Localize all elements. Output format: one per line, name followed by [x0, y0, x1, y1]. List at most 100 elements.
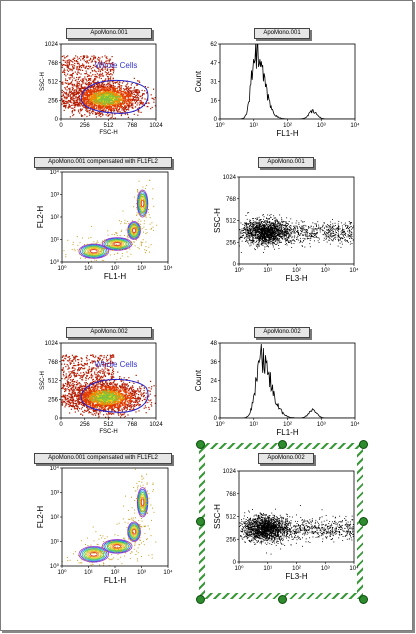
plot-title[interactable]: ApoMono.002	[258, 453, 314, 464]
x-axis-label: FSC-H	[99, 130, 117, 136]
y-tick-label: 1024	[223, 469, 237, 475]
histogram-line	[220, 343, 355, 418]
y-tick-label: 10⁴	[50, 169, 60, 176]
x-tick-label: 10²	[283, 422, 292, 428]
plot-data-area	[239, 212, 354, 253]
y-tick-label: 1024	[45, 341, 59, 347]
plot-histogram[interactable]: 10⁰ 10¹ 10² 10³ 10⁴ 0 12 24 36 48 FL1-H Count	[194, 341, 360, 437]
plot-data-area	[62, 468, 157, 566]
x-tick-label: 10⁴	[350, 122, 360, 129]
y-tick-label: 10¹	[50, 540, 59, 546]
x-tick-label: 10⁴	[349, 267, 359, 274]
plot-title[interactable]: ApoMono.002	[66, 327, 152, 338]
y-axis-label: Count	[194, 70, 203, 92]
y-tick-label: 10⁴	[50, 465, 60, 472]
plot-data-area	[61, 55, 156, 119]
x-tick-label: 10³	[321, 268, 330, 274]
plot-density[interactable]: Whole Cells 0 256 512 768 1024 0 256 512 768 1024 F…	[29, 42, 178, 136]
x-tick-label: 0	[59, 422, 63, 428]
y-tick-label: 24	[210, 379, 217, 385]
y-tick-label: 512	[226, 219, 237, 225]
resize-handle-s[interactable]	[278, 595, 287, 604]
y-tick-label: 768	[48, 61, 59, 67]
plot-title[interactable]: ApoMono.001	[258, 157, 314, 168]
plot-frame	[238, 470, 355, 563]
y-tick-label: 0	[233, 262, 237, 268]
x-tick-label: 10⁰	[215, 421, 225, 428]
y-tick-label: 256	[226, 537, 237, 543]
y-tick-label: 10⁰	[50, 563, 60, 570]
x-axis-label: FL1-H	[276, 129, 298, 138]
plot-contour[interactable]: 10⁰ 10¹ 10² 10³ 10⁴ 10⁰ 10¹ 10² 10³ 10⁴ FL1-H FL2-H	[36, 465, 173, 585]
plot-histogram[interactable]: 10⁰ 10¹ 10² 10³ 10⁴ 0 16 31 47 62 FL1-H Count	[194, 42, 360, 138]
resize-handle-n[interactable]	[278, 440, 287, 449]
x-tick-label: 10⁴	[163, 569, 173, 576]
y-tick-label: 512	[226, 515, 237, 521]
plot-title[interactable]: ApoMono.001	[66, 28, 152, 39]
plot-title[interactable]: ApoMono.001 compensated with FL1FL2	[34, 157, 172, 168]
x-tick-label: 1024	[149, 422, 163, 428]
histogram-line	[220, 44, 355, 119]
y-tick-label: 16	[210, 98, 217, 104]
x-tick-label: 10¹	[263, 566, 272, 572]
y-tick-label: 0	[233, 560, 237, 566]
x-tick-label: 10²	[292, 566, 301, 572]
x-tick-label: 10⁰	[215, 122, 225, 129]
x-tick-label: 10⁰	[57, 569, 67, 576]
y-tick-label: 256	[226, 240, 237, 246]
y-tick-label: 0	[214, 416, 218, 422]
plot-density[interactable]: Whole Cells 0 256 512 768 1024 0 256 512 768 1024 F…	[40, 341, 163, 435]
x-tick-label: 10³	[317, 123, 326, 129]
resize-handle-e[interactable]	[359, 517, 368, 526]
x-tick-label: 10³	[321, 566, 330, 572]
x-tick-label: 256	[80, 123, 91, 129]
y-tick-label: 768	[226, 492, 237, 498]
x-tick-label: 10¹	[84, 570, 93, 576]
plot-data-area	[239, 505, 354, 555]
plot-title[interactable]: ApoMono.002	[254, 327, 310, 338]
y-tick-label: 10³	[50, 193, 59, 199]
y-tick-label: 62	[210, 42, 217, 48]
y-tick-label: 10²	[50, 215, 59, 221]
x-tick-label: 0	[59, 123, 63, 129]
gate-label: Whole Cells	[95, 360, 138, 369]
x-tick-label: 512	[103, 422, 114, 428]
y-axis-label: FL2-H	[36, 206, 45, 228]
gate-polygon[interactable]	[80, 79, 149, 114]
y-axis-label: SSC-H	[40, 371, 46, 390]
y-tick-label: 31	[210, 80, 217, 86]
x-tick-label: 1024	[149, 123, 163, 129]
y-tick-label: 0	[55, 117, 59, 123]
plot-frame	[219, 43, 356, 120]
plot-data-area	[220, 343, 355, 418]
resize-handle-sw[interactable]	[196, 595, 205, 604]
resize-handle-w[interactable]	[196, 517, 205, 526]
x-tick-label: 10⁰	[57, 265, 67, 272]
y-axis-label: Count	[194, 369, 203, 391]
y-axis-label: FL2-H	[36, 506, 45, 528]
y-tick-label: 768	[226, 197, 237, 203]
selection-box[interactable]	[199, 443, 363, 599]
plot-contour[interactable]: 10⁰ 10¹ 10² 10³ 10⁴ 10⁰ 10¹ 10² 10³ 10⁴ FL1-H FL2-H	[36, 169, 173, 281]
y-tick-label: 47	[210, 61, 217, 67]
resize-handle-ne[interactable]	[359, 440, 368, 449]
plot-dot[interactable]: 10⁰ 10¹ 10² 10³ 10⁴ 0 256 512 768 1024 FL3-H SSC-H	[213, 469, 359, 581]
x-axis-label: FL3-H	[285, 274, 307, 283]
y-tick-label: 0	[55, 416, 59, 422]
plot-title[interactable]: ApoMono.001	[254, 28, 310, 39]
x-tick-label: 10¹	[263, 268, 272, 274]
y-tick-label: 10³	[50, 491, 59, 497]
resize-handle-se[interactable]	[359, 595, 368, 604]
y-tick-label: 512	[48, 379, 59, 385]
plot-title[interactable]: ApoMono.001 compensated with FL1FL2	[34, 453, 172, 464]
plot-data-area	[63, 179, 158, 262]
x-tick-label: 10²	[111, 266, 120, 272]
plot-data-area	[61, 354, 156, 418]
gate-polygon[interactable]	[80, 378, 149, 413]
y-tick-label: 1024	[223, 175, 237, 181]
plot-dot[interactable]: 10⁰ 10¹ 10² 10³ 10⁴ 0 256 512 768 1024 FL3-H SSC-H	[213, 175, 359, 283]
x-tick-label: 10³	[137, 570, 146, 576]
resize-handle-nw[interactable]	[196, 440, 205, 449]
x-axis-label: FL1-H	[276, 428, 298, 437]
